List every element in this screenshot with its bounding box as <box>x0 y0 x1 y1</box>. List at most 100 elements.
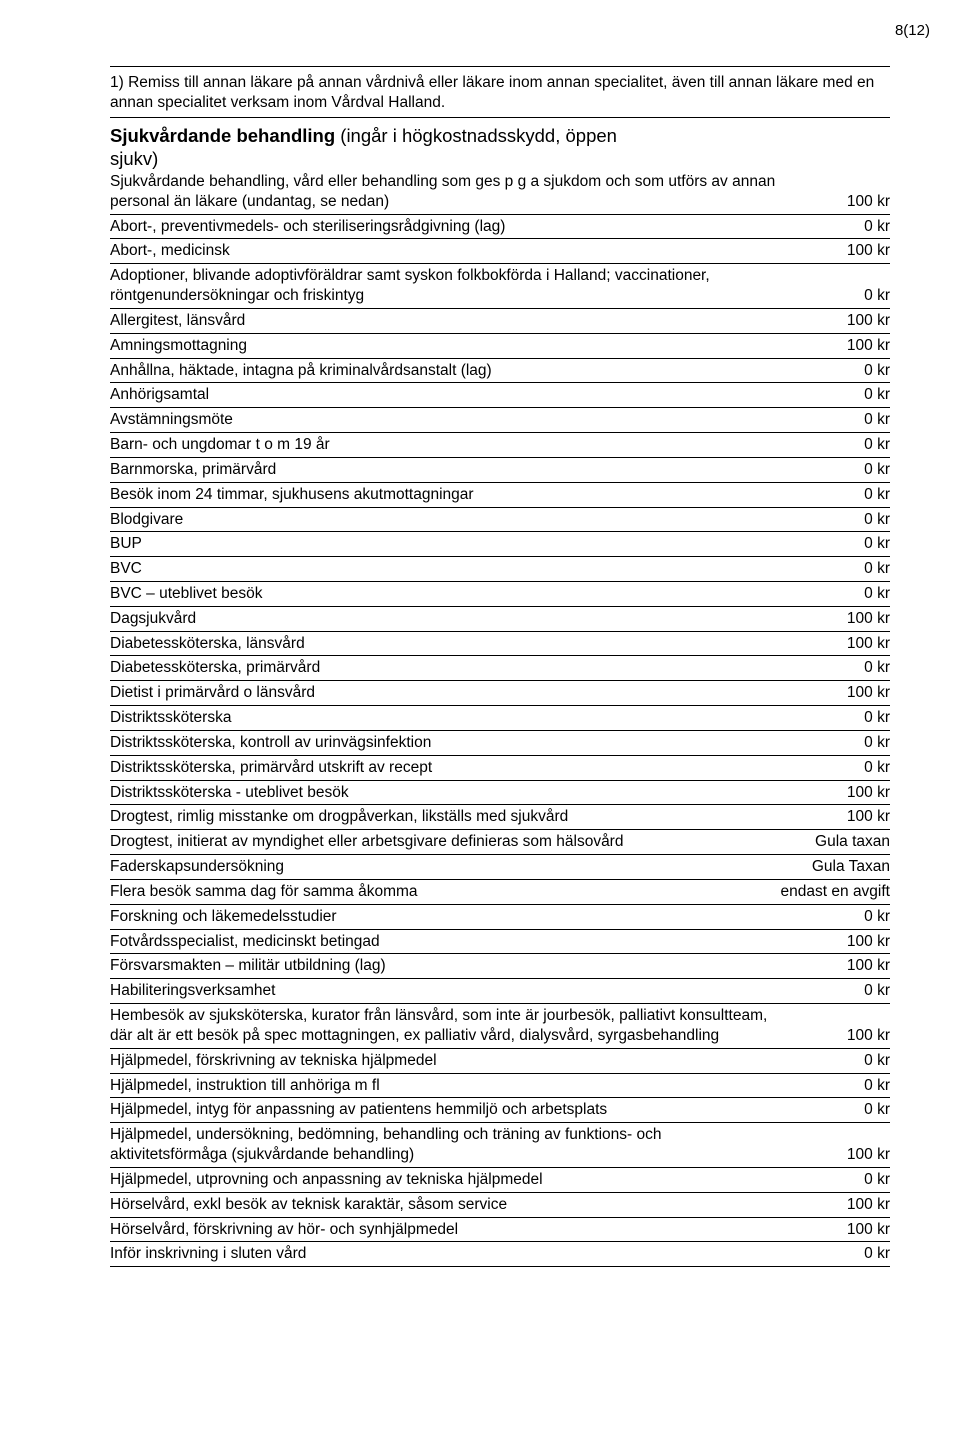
fee-value: 0 kr <box>781 706 890 731</box>
fee-row: Distriktssköterska - uteblivet besök100 … <box>110 780 890 805</box>
fee-value: 100 kr <box>781 780 890 805</box>
fee-label: Diabetessköterska, primärvård <box>110 656 781 681</box>
fee-label: Distriktssköterska, primärvård utskrift … <box>110 755 781 780</box>
fee-label: BUP <box>110 532 781 557</box>
fee-value: 100 kr <box>781 805 890 830</box>
fee-row: Allergitest, länsvård100 kr <box>110 308 890 333</box>
fee-label: BVC <box>110 557 781 582</box>
fee-row: Habiliteringsverksamhet0 kr <box>110 979 890 1004</box>
fee-value: 0 kr <box>781 264 890 309</box>
document-page: 8(12) 1) Remiss till annan läkare på ann… <box>0 0 960 1307</box>
fee-value: 100 kr <box>781 1192 890 1217</box>
fee-row: Abort-, preventivmedels- och steriliseri… <box>110 214 890 239</box>
fee-value: 0 kr <box>781 979 890 1004</box>
fee-row: Distriktssköterska, kontroll av urinvägs… <box>110 730 890 755</box>
fee-value: 0 kr <box>781 1073 890 1098</box>
fee-value: 0 kr <box>781 358 890 383</box>
fee-row: Adoptioner, blivande adoptivföräldrar sa… <box>110 264 890 309</box>
fee-value: 0 kr <box>781 383 890 408</box>
fee-value: 0 kr <box>781 581 890 606</box>
fee-row: Dagsjukvård100 kr <box>110 606 890 631</box>
section-title-text: Sjukvårdande behandling <box>110 125 335 146</box>
fee-value: Gula taxan <box>781 830 890 855</box>
fee-row: Fotvårdsspecialist, medicinskt betingad1… <box>110 929 890 954</box>
fee-label: Diabetessköterska, länsvård <box>110 631 781 656</box>
fee-row: BUP0 kr <box>110 532 890 557</box>
fee-label: Distriktssköterska - uteblivet besök <box>110 780 781 805</box>
fee-row: Drogtest, rimlig misstanke om drogpåverk… <box>110 805 890 830</box>
fee-label: BVC – uteblivet besök <box>110 581 781 606</box>
fee-label: Drogtest, initierat av myndighet eller a… <box>110 830 781 855</box>
fee-row: Anhållna, häktade, intagna på kriminalvå… <box>110 358 890 383</box>
fee-value: endast en avgift <box>781 879 890 904</box>
fee-row: Hjälpmedel, undersökning, bedömning, beh… <box>110 1123 890 1168</box>
fee-row: Distriktssköterska, primärvård utskrift … <box>110 755 890 780</box>
fee-label: Distriktssköterska <box>110 706 781 731</box>
fee-label: Flera besök samma dag för samma åkomma <box>110 879 781 904</box>
fee-value: 0 kr <box>781 1048 890 1073</box>
fee-value: 100 kr <box>781 239 890 264</box>
fee-row: Dietist i primärvård o länsvård100 kr <box>110 681 890 706</box>
fee-label: Distriktssköterska, kontroll av urinvägs… <box>110 730 781 755</box>
fee-value: 0 kr <box>781 408 890 433</box>
fee-value: 0 kr <box>781 656 890 681</box>
fee-value: 100 kr <box>781 1217 890 1242</box>
fee-row: Blodgivare0 kr <box>110 507 890 532</box>
fee-value: 0 kr <box>781 730 890 755</box>
fee-label: Dagsjukvård <box>110 606 781 631</box>
fee-row: Hjälpmedel, utprovning och anpassning av… <box>110 1167 890 1192</box>
fee-label: Anhållna, häktade, intagna på kriminalvå… <box>110 358 781 383</box>
fee-value: 100 kr <box>781 929 890 954</box>
fee-label: Adoptioner, blivande adoptivföräldrar sa… <box>110 264 781 309</box>
fee-row: Diabetessköterska, länsvård100 kr <box>110 631 890 656</box>
fee-value: 100 kr <box>781 954 890 979</box>
fee-value: 0 kr <box>781 1098 890 1123</box>
fee-value: 0 kr <box>781 457 890 482</box>
fee-value: 100 kr <box>781 1123 890 1168</box>
fee-value: 0 kr <box>781 755 890 780</box>
fee-value: 0 kr <box>781 433 890 458</box>
fee-value: 100 kr <box>781 606 890 631</box>
fee-value: 100 kr <box>781 333 890 358</box>
fee-label: Abort-, medicinsk <box>110 239 781 264</box>
fee-label: Anhörigsamtal <box>110 383 781 408</box>
fee-label: Amningsmottagning <box>110 333 781 358</box>
fee-label: Försvarsmakten – militär utbildning (lag… <box>110 954 781 979</box>
fee-row: Hörselvård, förskrivning av hör- och syn… <box>110 1217 890 1242</box>
fee-row: Hörselvård, exkl besök av teknisk karakt… <box>110 1192 890 1217</box>
section-description: Sjukvårdande behandling, vård eller beha… <box>110 172 781 212</box>
fee-label: Drogtest, rimlig misstanke om drogpåverk… <box>110 805 781 830</box>
fee-value: 100 kr <box>781 1004 890 1049</box>
intro-paragraph: 1) Remiss till annan läkare på annan vår… <box>110 67 890 118</box>
fee-value: 0 kr <box>781 482 890 507</box>
fee-row: FaderskapsundersökningGula Taxan <box>110 855 890 880</box>
fee-row: Avstämningsmöte0 kr <box>110 408 890 433</box>
fee-row: BVC – uteblivet besök0 kr <box>110 581 890 606</box>
fee-row: Abort-, medicinsk100 kr <box>110 239 890 264</box>
fee-value: 100 kr <box>781 631 890 656</box>
fee-label: Abort-, preventivmedels- och steriliseri… <box>110 214 781 239</box>
fee-row: Besök inom 24 timmar, sjukhusens akutmot… <box>110 482 890 507</box>
fee-row: Amningsmottagning100 kr <box>110 333 890 358</box>
fee-row: Försvarsmakten – militär utbildning (lag… <box>110 954 890 979</box>
fee-value: 0 kr <box>781 507 890 532</box>
fee-table: Sjukvårdande behandling (ingår i högkost… <box>110 118 890 1268</box>
section-heading-row: Sjukvårdande behandling (ingår i högkost… <box>110 118 890 214</box>
fee-value: 0 kr <box>781 532 890 557</box>
fee-row: Hjälpmedel, instruktion till anhöriga m … <box>110 1073 890 1098</box>
fee-value: 0 kr <box>781 904 890 929</box>
fee-label: Allergitest, länsvård <box>110 308 781 333</box>
fee-label: Inför inskrivning i sluten vård <box>110 1242 781 1267</box>
fee-label: Fotvårdsspecialist, medicinskt betingad <box>110 929 781 954</box>
fee-row: Inför inskrivning i sluten vård0 kr <box>110 1242 890 1267</box>
fee-row: Hjälpmedel, intyg för anpassning av pati… <box>110 1098 890 1123</box>
fee-row: Hembesök av sjuksköterska, kurator från … <box>110 1004 890 1049</box>
fee-label: Hjälpmedel, intyg för anpassning av pati… <box>110 1098 781 1123</box>
fee-value: 0 kr <box>781 557 890 582</box>
section-title-line2: sjukv) <box>110 147 781 170</box>
fee-row: Hjälpmedel, förskrivning av tekniska hjä… <box>110 1048 890 1073</box>
fee-label: Blodgivare <box>110 507 781 532</box>
fee-row: Barnmorska, primärvård0 kr <box>110 457 890 482</box>
fee-value: 0 kr <box>781 1242 890 1267</box>
fee-label: Barn- och ungdomar t o m 19 år <box>110 433 781 458</box>
